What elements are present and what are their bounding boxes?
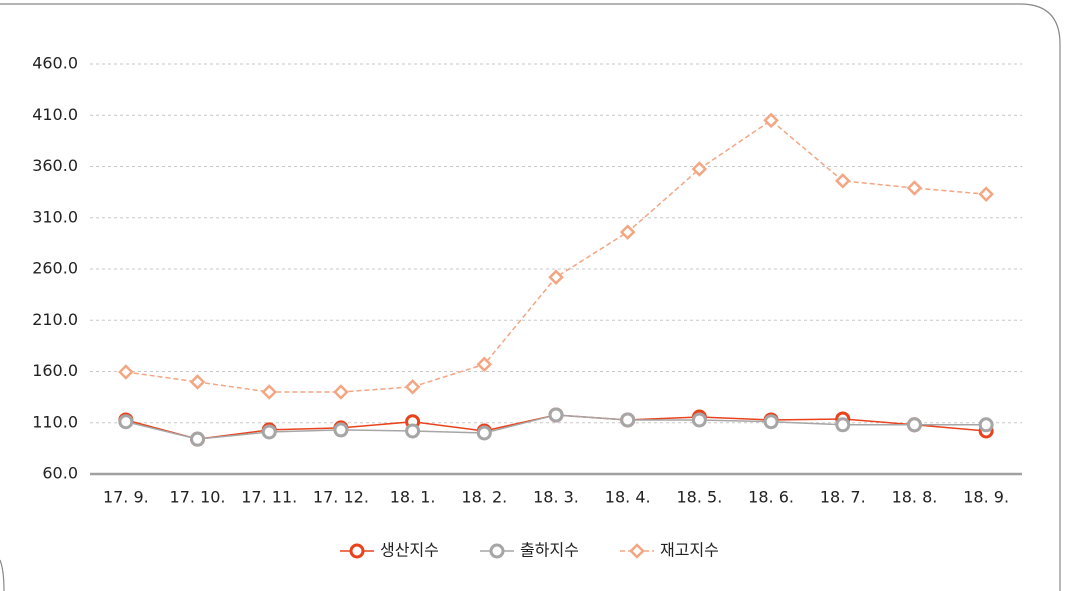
circle-marker	[548, 407, 564, 423]
diamond-marker	[763, 112, 779, 129]
legend-marker	[349, 543, 365, 559]
x-tick-label: 17. 11.	[241, 488, 297, 507]
y-tick-label: 360.0	[32, 156, 78, 175]
diamond-marker	[906, 180, 923, 196]
x-tick-label: 18. 5.	[676, 488, 722, 507]
series-line	[125, 119, 987, 393]
diamond-marker	[691, 161, 708, 177]
circle-marker	[763, 414, 779, 430]
diamond-marker	[619, 224, 636, 240]
x-tick-label: 18. 8.	[892, 488, 938, 507]
legend-label: 출하지수	[520, 541, 579, 560]
diamond-marker	[189, 374, 206, 390]
circle-marker	[261, 424, 277, 440]
y-tick-label: 210.0	[32, 310, 78, 329]
circle-marker	[691, 412, 707, 428]
circle-marker	[476, 425, 492, 441]
x-tick-label: 18. 9.	[963, 488, 1009, 507]
x-tick-label: 18. 4.	[605, 488, 651, 507]
diamond-marker	[548, 269, 564, 285]
legend-marker	[489, 543, 505, 559]
x-tick-label: 17. 10.	[170, 488, 226, 507]
y-tick-label: 110.0	[32, 412, 78, 431]
x-tick-label: 17. 12.	[313, 488, 369, 507]
y-tick-label: 460.0	[32, 54, 78, 73]
circle-marker	[118, 414, 134, 430]
circle-marker	[405, 423, 421, 439]
x-tick-label: 18. 7.	[820, 488, 866, 507]
y-tick-label: 260.0	[32, 259, 78, 278]
circle-marker	[190, 431, 206, 447]
diamond-marker	[978, 186, 994, 202]
legend-marker	[629, 543, 645, 559]
y-tick-label: 60.0	[42, 464, 78, 483]
frame	[0, 3, 1061, 591]
legend-label: 재고지수	[660, 541, 719, 560]
legend-label: 생산지수	[380, 541, 439, 560]
y-tick-label: 410.0	[32, 105, 78, 124]
diamond-marker	[261, 384, 277, 400]
circle-marker	[835, 417, 851, 433]
circle-marker	[620, 412, 636, 428]
circle-marker	[333, 422, 349, 438]
diamond-marker	[118, 364, 134, 380]
y-tick-label: 310.0	[32, 207, 78, 226]
x-tick-label: 18. 6.	[748, 488, 794, 507]
diamond-marker	[333, 384, 349, 400]
diamond-marker	[476, 356, 493, 373]
circle-marker	[906, 417, 922, 433]
x-tick-label: 18. 2.	[461, 488, 507, 507]
y-tick-label: 160.0	[32, 361, 78, 380]
x-tick-label: 18. 1.	[390, 488, 436, 507]
circle-marker	[978, 417, 994, 433]
x-tick-label: 18. 3.	[533, 488, 579, 507]
diamond-marker	[835, 173, 851, 189]
x-tick-label: 17. 9.	[103, 488, 149, 507]
diamond-marker	[404, 379, 421, 395]
